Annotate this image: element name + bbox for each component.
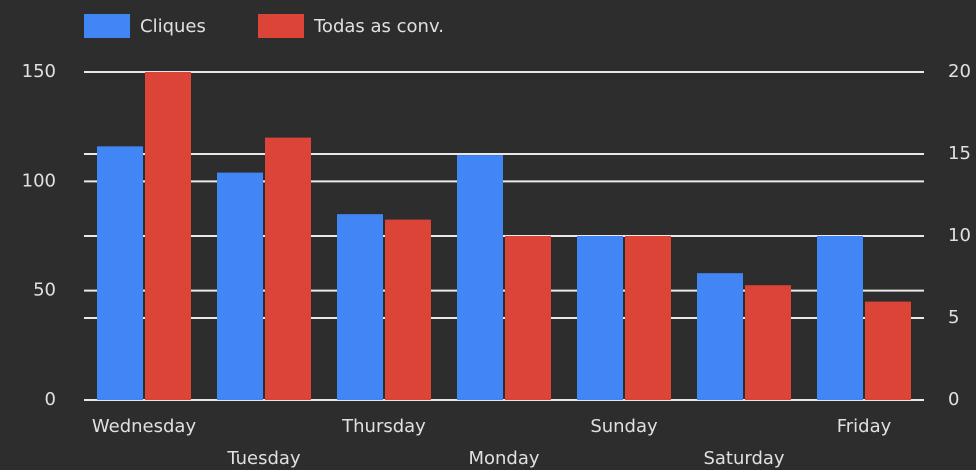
bar [265,137,311,400]
bar [145,72,191,400]
bar [745,285,791,400]
bar [457,155,503,400]
x-tick-label: Wednesday [92,416,197,437]
bar [385,219,431,400]
bar [337,214,383,400]
bar [865,301,911,400]
y2-tick-label: 5 [948,307,959,328]
legend-label: Cliques [140,16,206,37]
legend-swatch [84,14,130,38]
bar [625,236,671,400]
x-tick-label: Thursday [341,416,426,437]
x-tick-label: Tuesday [226,448,301,469]
x-tick-label: Sunday [590,416,658,437]
y2-tick-label: 15 [948,143,971,164]
y-tick-label: 150 [22,61,56,82]
x-tick-label: Monday [468,448,539,469]
bar [577,236,623,400]
bar [217,172,263,400]
x-tick-label: Saturday [703,448,784,469]
x-tick-label: Friday [837,416,892,437]
y2-tick-label: 10 [948,225,971,246]
bar [505,236,551,400]
legend-swatch [258,14,304,38]
legend-label: Todas as conv. [313,16,444,37]
y-tick-label: 0 [45,389,56,410]
y2-tick-label: 20 [948,61,971,82]
bar [697,273,743,400]
y-tick-label: 100 [22,170,56,191]
bar [817,236,863,400]
bar [97,146,143,400]
y2-tick-label: 0 [948,389,959,410]
y-tick-label: 50 [33,280,56,301]
